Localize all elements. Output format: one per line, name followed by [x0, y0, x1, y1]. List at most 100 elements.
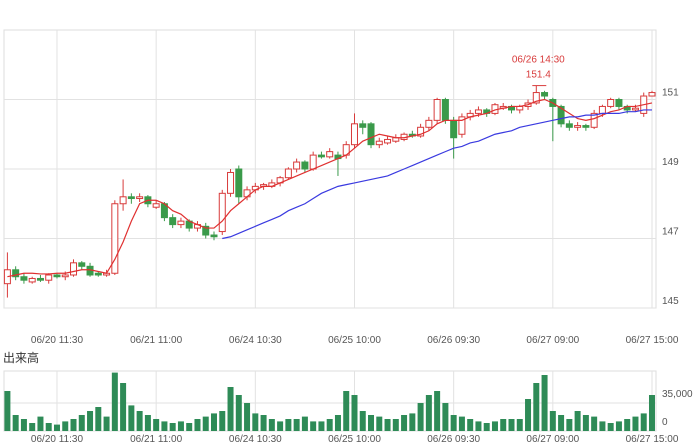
candle-body — [474, 109, 482, 114]
volume-bar — [293, 419, 300, 431]
volume-bar — [458, 416, 465, 431]
y-tick-label: 35,000 — [662, 389, 693, 400]
volume-bar — [343, 391, 350, 431]
volume-bar — [78, 415, 85, 431]
volume-bar — [252, 413, 259, 431]
candle-body — [607, 99, 615, 107]
annotation-label: 06/26 14:30 — [512, 55, 565, 66]
candle-body — [78, 262, 86, 267]
volume-bar — [318, 421, 325, 431]
volume-bar — [351, 395, 358, 431]
volume-bar — [607, 423, 614, 431]
volume-bar — [401, 415, 408, 431]
candle-body — [417, 126, 425, 137]
volume-bar — [301, 416, 308, 431]
candle-body — [326, 151, 334, 158]
volume-bar — [326, 419, 333, 431]
volume-bar — [211, 413, 217, 431]
volume-title: 出来高 — [3, 350, 39, 365]
volume-bar — [417, 403, 424, 431]
volume-bar — [128, 405, 135, 431]
candle-body — [309, 154, 317, 170]
x-tick-label: 06/21 11:00 — [130, 434, 183, 445]
candle-body — [218, 192, 226, 233]
volume-bar — [310, 421, 317, 431]
candle-body — [441, 99, 449, 121]
candle-body — [565, 123, 573, 128]
candle-body — [152, 203, 160, 208]
volume-bar — [508, 419, 515, 431]
volume-bar — [120, 383, 127, 431]
candle-body — [541, 92, 549, 97]
x-tick-label: 06/21 11:00 — [130, 335, 183, 346]
candle-body — [127, 196, 135, 200]
volume-bar — [500, 419, 507, 431]
volume-bar — [558, 415, 565, 431]
volume-bar — [574, 411, 581, 431]
volume-bar — [95, 407, 102, 431]
candle-body — [70, 262, 78, 276]
candle-body — [94, 272, 102, 276]
volume-bar — [516, 419, 523, 431]
candle-body — [235, 168, 243, 198]
volume-bar — [144, 415, 151, 431]
x-tick-label: 06/20 11:30 — [31, 335, 84, 346]
volume-bar — [285, 419, 292, 431]
candle-body — [136, 196, 144, 200]
candle-body — [425, 119, 433, 128]
candle-body — [450, 119, 458, 139]
candle-body — [28, 277, 36, 283]
candle-body — [532, 92, 540, 104]
volume-bar — [194, 419, 201, 431]
candle-body — [111, 203, 119, 274]
moving-average-line — [7, 98, 653, 278]
candle-body — [574, 125, 582, 128]
x-tick-label: 06/27 09:00 — [526, 335, 579, 346]
volume-bar — [640, 413, 647, 431]
volume-bar — [648, 395, 655, 431]
volume-bar — [591, 416, 598, 431]
volume-bar — [277, 421, 284, 431]
y-tick-label: 145 — [662, 296, 679, 307]
volume-bar — [45, 423, 52, 431]
volume-bar — [491, 421, 498, 431]
volume-bar — [434, 391, 441, 431]
x-tick-label: 06/25 10:00 — [328, 335, 381, 346]
candle-body — [61, 274, 69, 278]
volume-bar — [624, 419, 631, 431]
candle-body — [598, 105, 606, 114]
candle-body — [458, 116, 466, 135]
volume-bar — [566, 419, 573, 431]
volume-bar — [62, 421, 69, 431]
candle-body — [367, 123, 375, 146]
volume-bar — [467, 419, 474, 431]
volume-bar — [376, 416, 383, 431]
volume-bar — [368, 415, 375, 431]
x-tick-label: 06/26 09:30 — [427, 335, 480, 346]
volume-bar — [384, 419, 391, 431]
x-tick-label: 06/27 09:00 — [526, 434, 579, 445]
volume-bar — [103, 416, 110, 431]
y-tick-label: 147 — [662, 227, 679, 238]
volume-bar — [29, 423, 36, 431]
x-tick-label: 06/26 09:30 — [427, 434, 480, 445]
y-tick-label: 149 — [662, 157, 679, 168]
candle-body — [433, 99, 441, 121]
candle-body — [375, 140, 383, 146]
volume-bar — [37, 416, 44, 431]
candle-body — [317, 154, 325, 158]
x-tick-label: 06/24 10:30 — [229, 335, 282, 346]
candle-body — [648, 92, 656, 97]
volume-bar — [186, 423, 193, 431]
candle-body — [202, 225, 210, 236]
y-tick-label: 151 — [662, 88, 679, 99]
volume-bar — [244, 403, 251, 431]
x-tick-label: 06/25 10:00 — [328, 434, 381, 445]
candle-body — [210, 234, 218, 238]
volume-bar — [111, 372, 118, 431]
candle-body — [359, 123, 367, 128]
volume-bar — [599, 421, 606, 431]
annotation-value: 151.4 — [526, 70, 551, 81]
candle-body — [12, 269, 20, 278]
